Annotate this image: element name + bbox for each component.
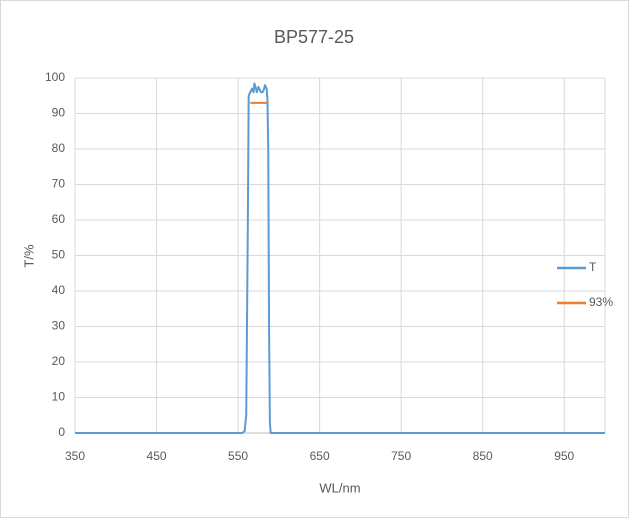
- x-tick-label: 350: [65, 449, 85, 463]
- x-tick-label: 550: [228, 449, 248, 463]
- x-tick-label: 850: [473, 449, 493, 463]
- y-tick-label: 50: [52, 248, 66, 262]
- legend-label: 93%: [589, 295, 613, 309]
- y-tick-label: 90: [52, 106, 66, 120]
- y-axis-title: T/%: [21, 244, 36, 268]
- x-tick-label: 950: [554, 449, 574, 463]
- y-tick-label: 100: [45, 70, 65, 84]
- x-axis-title: WL/nm: [319, 480, 360, 495]
- y-tick-label: 80: [52, 141, 66, 155]
- chart-title: BP577-25: [274, 27, 354, 47]
- y-tick-label: 70: [52, 177, 66, 191]
- x-tick-label: 650: [310, 449, 330, 463]
- y-tick-label: 30: [52, 319, 66, 333]
- y-tick-label: 60: [52, 212, 66, 226]
- y-tick-label: 0: [58, 425, 65, 439]
- legend-label: T: [589, 260, 597, 274]
- series-line: [75, 82, 605, 434]
- x-tick-label: 750: [391, 449, 411, 463]
- y-tick-label: 20: [52, 354, 66, 368]
- y-tick-label: 40: [52, 283, 66, 297]
- y-tick-label: 10: [52, 390, 66, 404]
- x-tick-label: 450: [147, 449, 167, 463]
